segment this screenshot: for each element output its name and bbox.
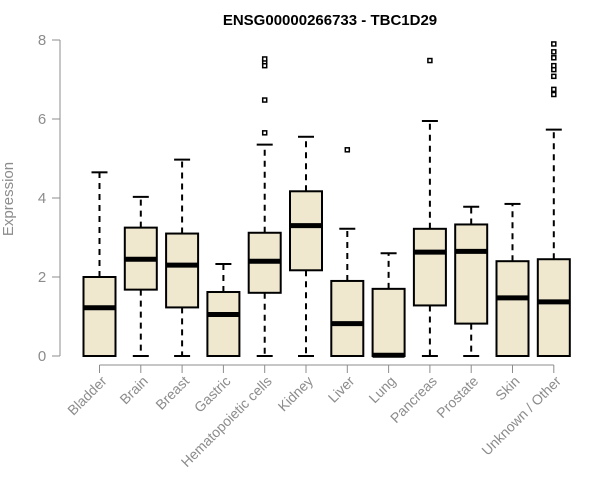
box [536,258,571,358]
y-tick-label: 0 [38,348,46,365]
box [165,232,200,309]
outlier-point [551,41,557,47]
box-group [123,195,158,357]
outlier-point [551,49,557,55]
outlier-point [551,73,557,80]
box [206,291,241,358]
box-group [289,135,323,357]
box-group [165,158,200,357]
x-tick-label: Liver [325,373,358,406]
box [371,287,406,358]
box [82,276,117,357]
x-tick-label: Brain [116,373,150,407]
box-group [495,202,530,358]
y-axis-label: Expression [0,162,17,236]
chart-title: ENSG00000266733 - TBC1D29 [223,12,437,29]
x-tick-label: Lung [365,373,398,406]
y-axis: 0 2 4 6 8 [38,32,61,365]
box-group [536,41,571,358]
outlier-point [344,147,351,153]
box-group [247,56,282,357]
box-group [454,205,489,357]
x-tick-label: Breast [152,373,192,413]
x-tick-label: Kidney [275,373,317,415]
outlier-point [261,97,268,103]
box [289,190,323,272]
box-group [330,147,365,358]
outlier-point [551,86,557,93]
y-tick-label: 2 [38,269,46,286]
box [330,279,365,358]
outlier-point [551,91,557,98]
box [454,223,489,325]
box [412,227,447,307]
y-tick-label: 8 [38,32,46,49]
x-tick-label: Bladder [64,373,110,419]
outlier-point [551,55,557,61]
box-group [371,252,406,358]
outlier-point [427,57,433,64]
box [495,260,530,358]
x-tick-label: Skin [492,373,523,404]
y-tick-label: 6 [38,111,46,128]
boxplot-series [82,41,571,358]
outlier-point [551,62,557,69]
outlier-point [261,130,268,136]
outlier-point [261,56,268,62]
box-group [82,171,117,357]
x-tick-label: Prostate [433,373,481,421]
box-group [206,262,241,358]
box-group [412,57,447,357]
y-tick-label: 4 [38,190,46,207]
